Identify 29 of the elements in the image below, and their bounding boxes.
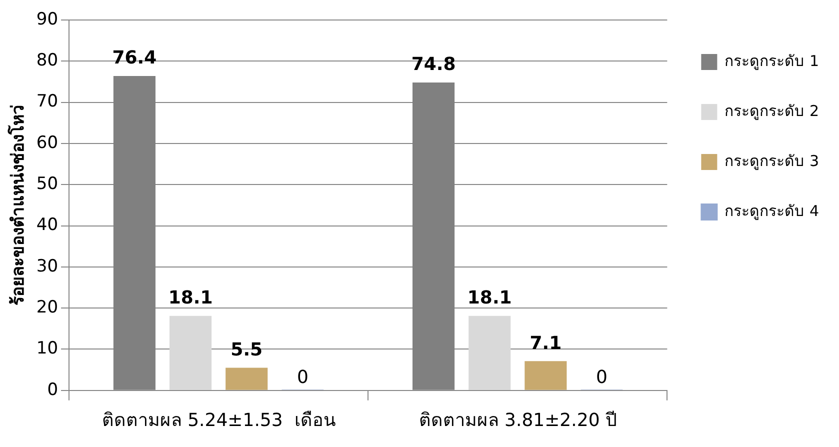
y-tick-label: 30 bbox=[36, 256, 58, 276]
data-label: 18.1 bbox=[168, 288, 213, 309]
y-tick-label: 70 bbox=[36, 92, 58, 112]
y-tick-label: 80 bbox=[36, 50, 58, 71]
data-label: 0 bbox=[296, 367, 308, 388]
data-label: 76.4 bbox=[112, 48, 157, 69]
data-label: 7.1 bbox=[530, 332, 562, 354]
data-label: 0 bbox=[596, 367, 608, 388]
x-tick-label: ติดตามผล 5.24±1.53 เดือน bbox=[102, 410, 336, 431]
y-tick-label: 40 bbox=[36, 215, 58, 236]
y-tick-label: 50 bbox=[36, 174, 58, 194]
y-tick-label: 90 bbox=[36, 9, 58, 30]
legend-label: กระดูกระดับ 2 bbox=[724, 102, 819, 120]
data-label: 18.1 bbox=[467, 288, 512, 309]
bar bbox=[226, 368, 268, 390]
legend-label: กระดูกระดับ 4 bbox=[724, 202, 819, 220]
y-tick-label: 10 bbox=[36, 338, 58, 359]
y-tick-label: 20 bbox=[36, 298, 58, 318]
legend-label: กระดูกระดับ 1 bbox=[724, 52, 819, 70]
bar bbox=[524, 361, 567, 390]
y-tick-label: 60 bbox=[36, 132, 58, 153]
data-label: 74.8 bbox=[411, 54, 456, 76]
y-tick-label: 0 bbox=[47, 380, 58, 400]
bar bbox=[170, 316, 212, 390]
y-axis-title: ร้อยละของตำแหน่งช่องโหว่ bbox=[8, 104, 29, 306]
data-label: 5.5 bbox=[230, 339, 263, 360]
legend-label: กระดูกระดับ 3 bbox=[724, 152, 819, 170]
bar bbox=[468, 316, 511, 390]
x-tick-label: ติดตามผล 3.81±2.20 ปี bbox=[418, 410, 616, 431]
